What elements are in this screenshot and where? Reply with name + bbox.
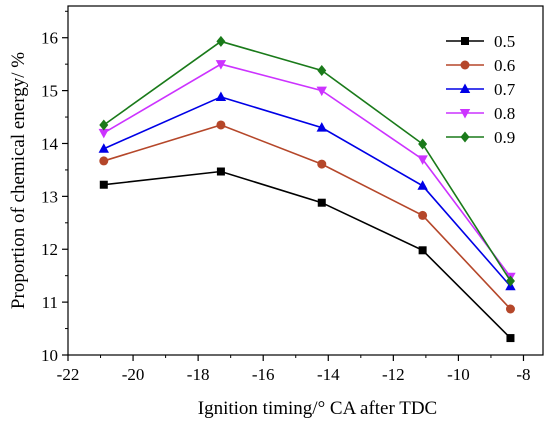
data-point-square: [317, 198, 326, 207]
legend: 0.5 0.6 0.7 0.8 0.9: [446, 32, 516, 147]
data-point-diamond: [99, 119, 109, 131]
data-point-triangle-down: [215, 60, 227, 70]
x-tick-label: -20: [122, 365, 145, 384]
legend-label: 0.8: [494, 104, 515, 123]
x-tick-label: -22: [57, 365, 80, 384]
y-tick-label: 16: [41, 29, 58, 48]
data-point-circle: [317, 159, 327, 169]
legend-item-0.9: 0.9: [446, 128, 515, 147]
legend-label: 0.7: [494, 80, 516, 99]
legend-label: 0.9: [494, 128, 515, 147]
data-point-circle: [418, 210, 428, 220]
x-axis-title: Ignition timing/° CA after TDC: [198, 398, 437, 419]
x-tick-label: -12: [382, 365, 405, 384]
y-tick-label: 12: [41, 240, 58, 259]
data-point-triangle-down: [98, 128, 109, 139]
x-tick-label: -8: [516, 365, 530, 384]
data-point-diamond: [505, 275, 515, 287]
data-point-diamond: [216, 35, 226, 47]
y-tick-label: 14: [41, 134, 59, 153]
data-point-circle: [99, 156, 109, 166]
data-point-triangle-down: [459, 109, 471, 119]
y-tick-label: 15: [41, 82, 58, 101]
series-0.5: [99, 167, 515, 343]
x-tick-label: -14: [317, 365, 340, 384]
data-point-diamond: [418, 138, 428, 150]
plot-frame: [67, 5, 544, 356]
series-0.9: [99, 35, 515, 287]
data-point-triangle-down: [417, 155, 428, 165]
legend-item-0.7: 0.7: [446, 80, 516, 99]
data-point-triangle-down: [316, 86, 327, 97]
data-point-square: [418, 246, 427, 255]
legend-label: 0.6: [494, 56, 515, 75]
data-point-triangle-up: [417, 180, 428, 190]
x-tick-label: -10: [447, 365, 470, 384]
y-tick-label: 13: [41, 187, 58, 206]
y-tick-label: 11: [42, 293, 58, 312]
data-point-square: [99, 180, 108, 189]
data-point-square: [216, 167, 225, 176]
legend-item-0.6: 0.6: [446, 56, 515, 75]
axes-layer: -22 -20 -18 -16 -14 -12 -10 -8 10 11 12 13 14 15 16: [41, 5, 544, 384]
data-point-diamond: [317, 65, 327, 77]
series-line: [103, 96, 512, 287]
series-0.8: [98, 60, 516, 283]
series-0.6: [99, 120, 515, 314]
x-tick-label: -16: [252, 365, 275, 384]
data-point-circle: [216, 120, 226, 130]
data-point-circle: [460, 60, 470, 70]
data-point-triangle-up: [215, 91, 227, 101]
legend-item-0.5: 0.5: [446, 32, 515, 51]
data-point-triangle-up: [316, 122, 327, 132]
series-0.7: [98, 91, 516, 291]
data-point-square: [506, 334, 515, 343]
y-tick-label: 10: [41, 346, 58, 365]
y-axis-title: Proportion of chemical energy/ %: [8, 52, 29, 309]
data-point-circle: [505, 304, 515, 314]
data-point-triangle-up: [98, 143, 109, 153]
legend-label: 0.5: [494, 32, 515, 51]
data-point-diamond: [460, 131, 470, 143]
series-layer: [98, 35, 516, 343]
data-point-triangle-up: [459, 83, 471, 93]
legend-item-0.8: 0.8: [446, 104, 515, 123]
data-point-square: [461, 37, 469, 45]
x-tick-label: -18: [187, 365, 210, 384]
